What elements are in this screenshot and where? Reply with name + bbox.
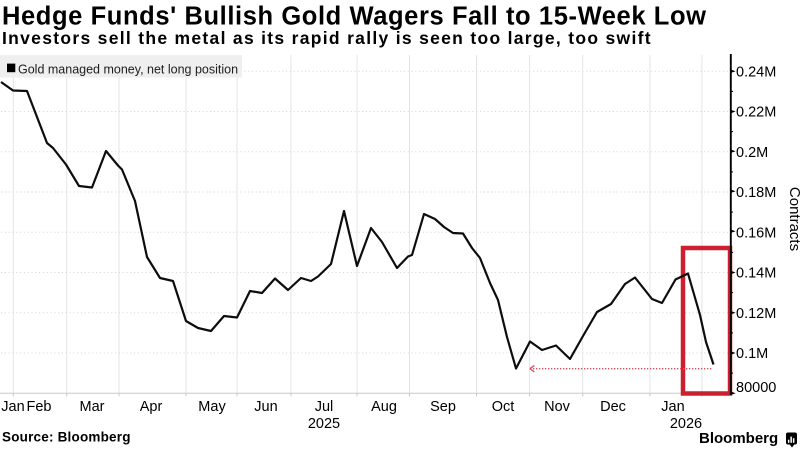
svg-text:Aug: Aug (371, 399, 397, 415)
svg-text:Feb: Feb (27, 399, 52, 415)
svg-text:May: May (198, 399, 226, 415)
svg-text:0.18M: 0.18M (736, 185, 776, 201)
svg-text:Mar: Mar (80, 399, 105, 415)
svg-text:Gold managed money, net long p: Gold managed money, net long position (18, 63, 238, 77)
svg-text:Source: Bloomberg: Source: Bloomberg (2, 430, 131, 445)
svg-text:0.16M: 0.16M (736, 225, 776, 241)
svg-text:Bloomberg: Bloomberg (699, 430, 778, 447)
svg-text:Oct: Oct (492, 399, 515, 415)
svg-text:Hedge Funds' Bullish Gold Wage: Hedge Funds' Bullish Gold Wagers Fall to… (2, 3, 707, 31)
svg-text:Jul: Jul (315, 399, 334, 415)
svg-text:Apr: Apr (140, 399, 163, 415)
svg-text:Jan: Jan (1, 399, 24, 415)
svg-text:Sep: Sep (430, 399, 456, 415)
svg-text:Jan: Jan (661, 399, 684, 415)
svg-text:0.14M: 0.14M (736, 266, 776, 282)
svg-text:2026: 2026 (670, 416, 702, 432)
svg-text:Investors sell the metal as it: Investors sell the metal as its rapid ra… (2, 28, 652, 48)
svg-text:Dec: Dec (600, 399, 626, 415)
svg-text:0.2M: 0.2M (736, 145, 768, 161)
svg-text:Nov: Nov (544, 399, 571, 415)
svg-text:2025: 2025 (308, 416, 340, 432)
svg-text:0.22M: 0.22M (736, 105, 776, 121)
svg-text:0.24M: 0.24M (736, 64, 776, 80)
svg-text:0.1M: 0.1M (736, 346, 768, 362)
svg-text:80000: 80000 (736, 380, 776, 396)
svg-text:0.12M: 0.12M (736, 306, 776, 322)
svg-text:Contracts: Contracts (786, 187, 800, 251)
svg-text:Jun: Jun (254, 399, 277, 415)
